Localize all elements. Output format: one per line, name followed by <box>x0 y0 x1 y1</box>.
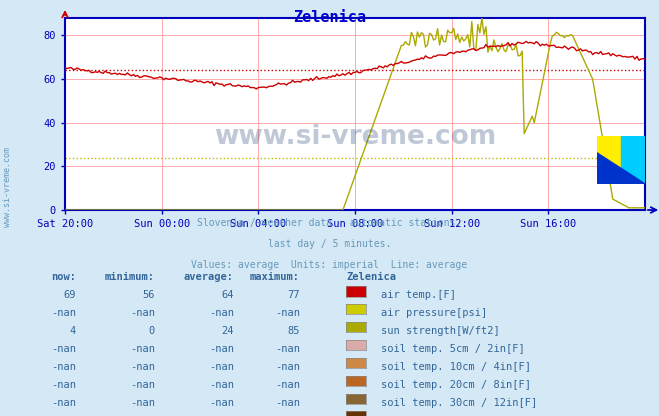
Text: 85: 85 <box>287 326 300 336</box>
Text: last day / 5 minutes.: last day / 5 minutes. <box>268 239 391 249</box>
Text: -nan: -nan <box>209 362 234 372</box>
Text: www.si-vreme.com: www.si-vreme.com <box>214 124 496 150</box>
Text: air temp.[F]: air temp.[F] <box>381 290 456 300</box>
Text: Values: average  Units: imperial  Line: average: Values: average Units: imperial Line: av… <box>191 260 468 270</box>
Text: -nan: -nan <box>130 362 155 372</box>
Text: minimum:: minimum: <box>105 272 155 282</box>
Text: 64: 64 <box>221 290 234 300</box>
Text: soil temp. 30cm / 12in[F]: soil temp. 30cm / 12in[F] <box>381 398 537 408</box>
Text: Zelenica: Zelenica <box>346 272 396 282</box>
Text: Zelenica: Zelenica <box>293 10 366 25</box>
Text: 77: 77 <box>287 290 300 300</box>
Text: maximum:: maximum: <box>250 272 300 282</box>
Text: 56: 56 <box>142 290 155 300</box>
Text: -nan: -nan <box>275 308 300 318</box>
Text: -nan: -nan <box>275 380 300 390</box>
Text: -nan: -nan <box>130 380 155 390</box>
Text: -nan: -nan <box>275 398 300 408</box>
Text: average:: average: <box>184 272 234 282</box>
Text: 4: 4 <box>70 326 76 336</box>
Text: 69: 69 <box>63 290 76 300</box>
Text: -nan: -nan <box>130 344 155 354</box>
Text: -nan: -nan <box>51 362 76 372</box>
Text: sun strength[W/ft2]: sun strength[W/ft2] <box>381 326 500 336</box>
Polygon shape <box>596 153 645 184</box>
Text: Slovenia / weather data - automatic stations.: Slovenia / weather data - automatic stat… <box>197 218 462 228</box>
Text: -nan: -nan <box>275 362 300 372</box>
Text: www.si-vreme.com: www.si-vreme.com <box>3 147 13 227</box>
Text: now:: now: <box>51 272 76 282</box>
Text: -nan: -nan <box>275 344 300 354</box>
Text: -nan: -nan <box>209 398 234 408</box>
Text: 0: 0 <box>149 326 155 336</box>
Text: -nan: -nan <box>51 308 76 318</box>
Text: soil temp. 10cm / 4in[F]: soil temp. 10cm / 4in[F] <box>381 362 531 372</box>
Text: -nan: -nan <box>209 380 234 390</box>
Bar <box>596 136 621 184</box>
Text: air pressure[psi]: air pressure[psi] <box>381 308 487 318</box>
Text: -nan: -nan <box>51 380 76 390</box>
Text: -nan: -nan <box>130 308 155 318</box>
Text: soil temp. 20cm / 8in[F]: soil temp. 20cm / 8in[F] <box>381 380 531 390</box>
Text: 24: 24 <box>221 326 234 336</box>
Text: -nan: -nan <box>209 308 234 318</box>
Text: -nan: -nan <box>51 398 76 408</box>
Text: -nan: -nan <box>51 344 76 354</box>
Text: -nan: -nan <box>130 398 155 408</box>
Text: -nan: -nan <box>209 344 234 354</box>
Bar <box>621 136 645 184</box>
Text: soil temp. 5cm / 2in[F]: soil temp. 5cm / 2in[F] <box>381 344 525 354</box>
